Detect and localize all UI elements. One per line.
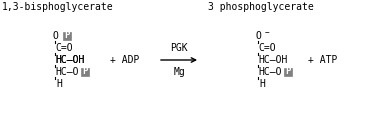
Text: HC–OH: HC–OH — [55, 55, 84, 65]
Text: O: O — [255, 31, 261, 41]
Text: H: H — [56, 79, 62, 89]
Text: HC–O: HC–O — [55, 67, 79, 77]
FancyBboxPatch shape — [63, 32, 71, 40]
Text: HC–OH: HC–OH — [258, 55, 287, 65]
Text: −: − — [265, 29, 270, 37]
Text: O: O — [52, 31, 58, 41]
Text: + ATP: + ATP — [308, 55, 337, 65]
Text: HC–OH: HC–OH — [55, 55, 84, 65]
Text: P: P — [64, 32, 70, 41]
Text: P: P — [285, 67, 291, 77]
Text: + ADP: + ADP — [110, 55, 139, 65]
Text: P: P — [82, 67, 88, 77]
FancyBboxPatch shape — [284, 68, 292, 76]
Text: H: H — [259, 79, 265, 89]
Text: HC–O: HC–O — [258, 67, 282, 77]
Text: C=O: C=O — [55, 43, 73, 53]
Text: 1,3-bisphoglycerate: 1,3-bisphoglycerate — [2, 2, 114, 12]
Text: C=O: C=O — [258, 43, 276, 53]
FancyBboxPatch shape — [81, 68, 89, 76]
Text: 3 phosphoglycerate: 3 phosphoglycerate — [208, 2, 314, 12]
Text: PGK: PGK — [170, 43, 188, 53]
Text: Mg: Mg — [173, 67, 185, 77]
